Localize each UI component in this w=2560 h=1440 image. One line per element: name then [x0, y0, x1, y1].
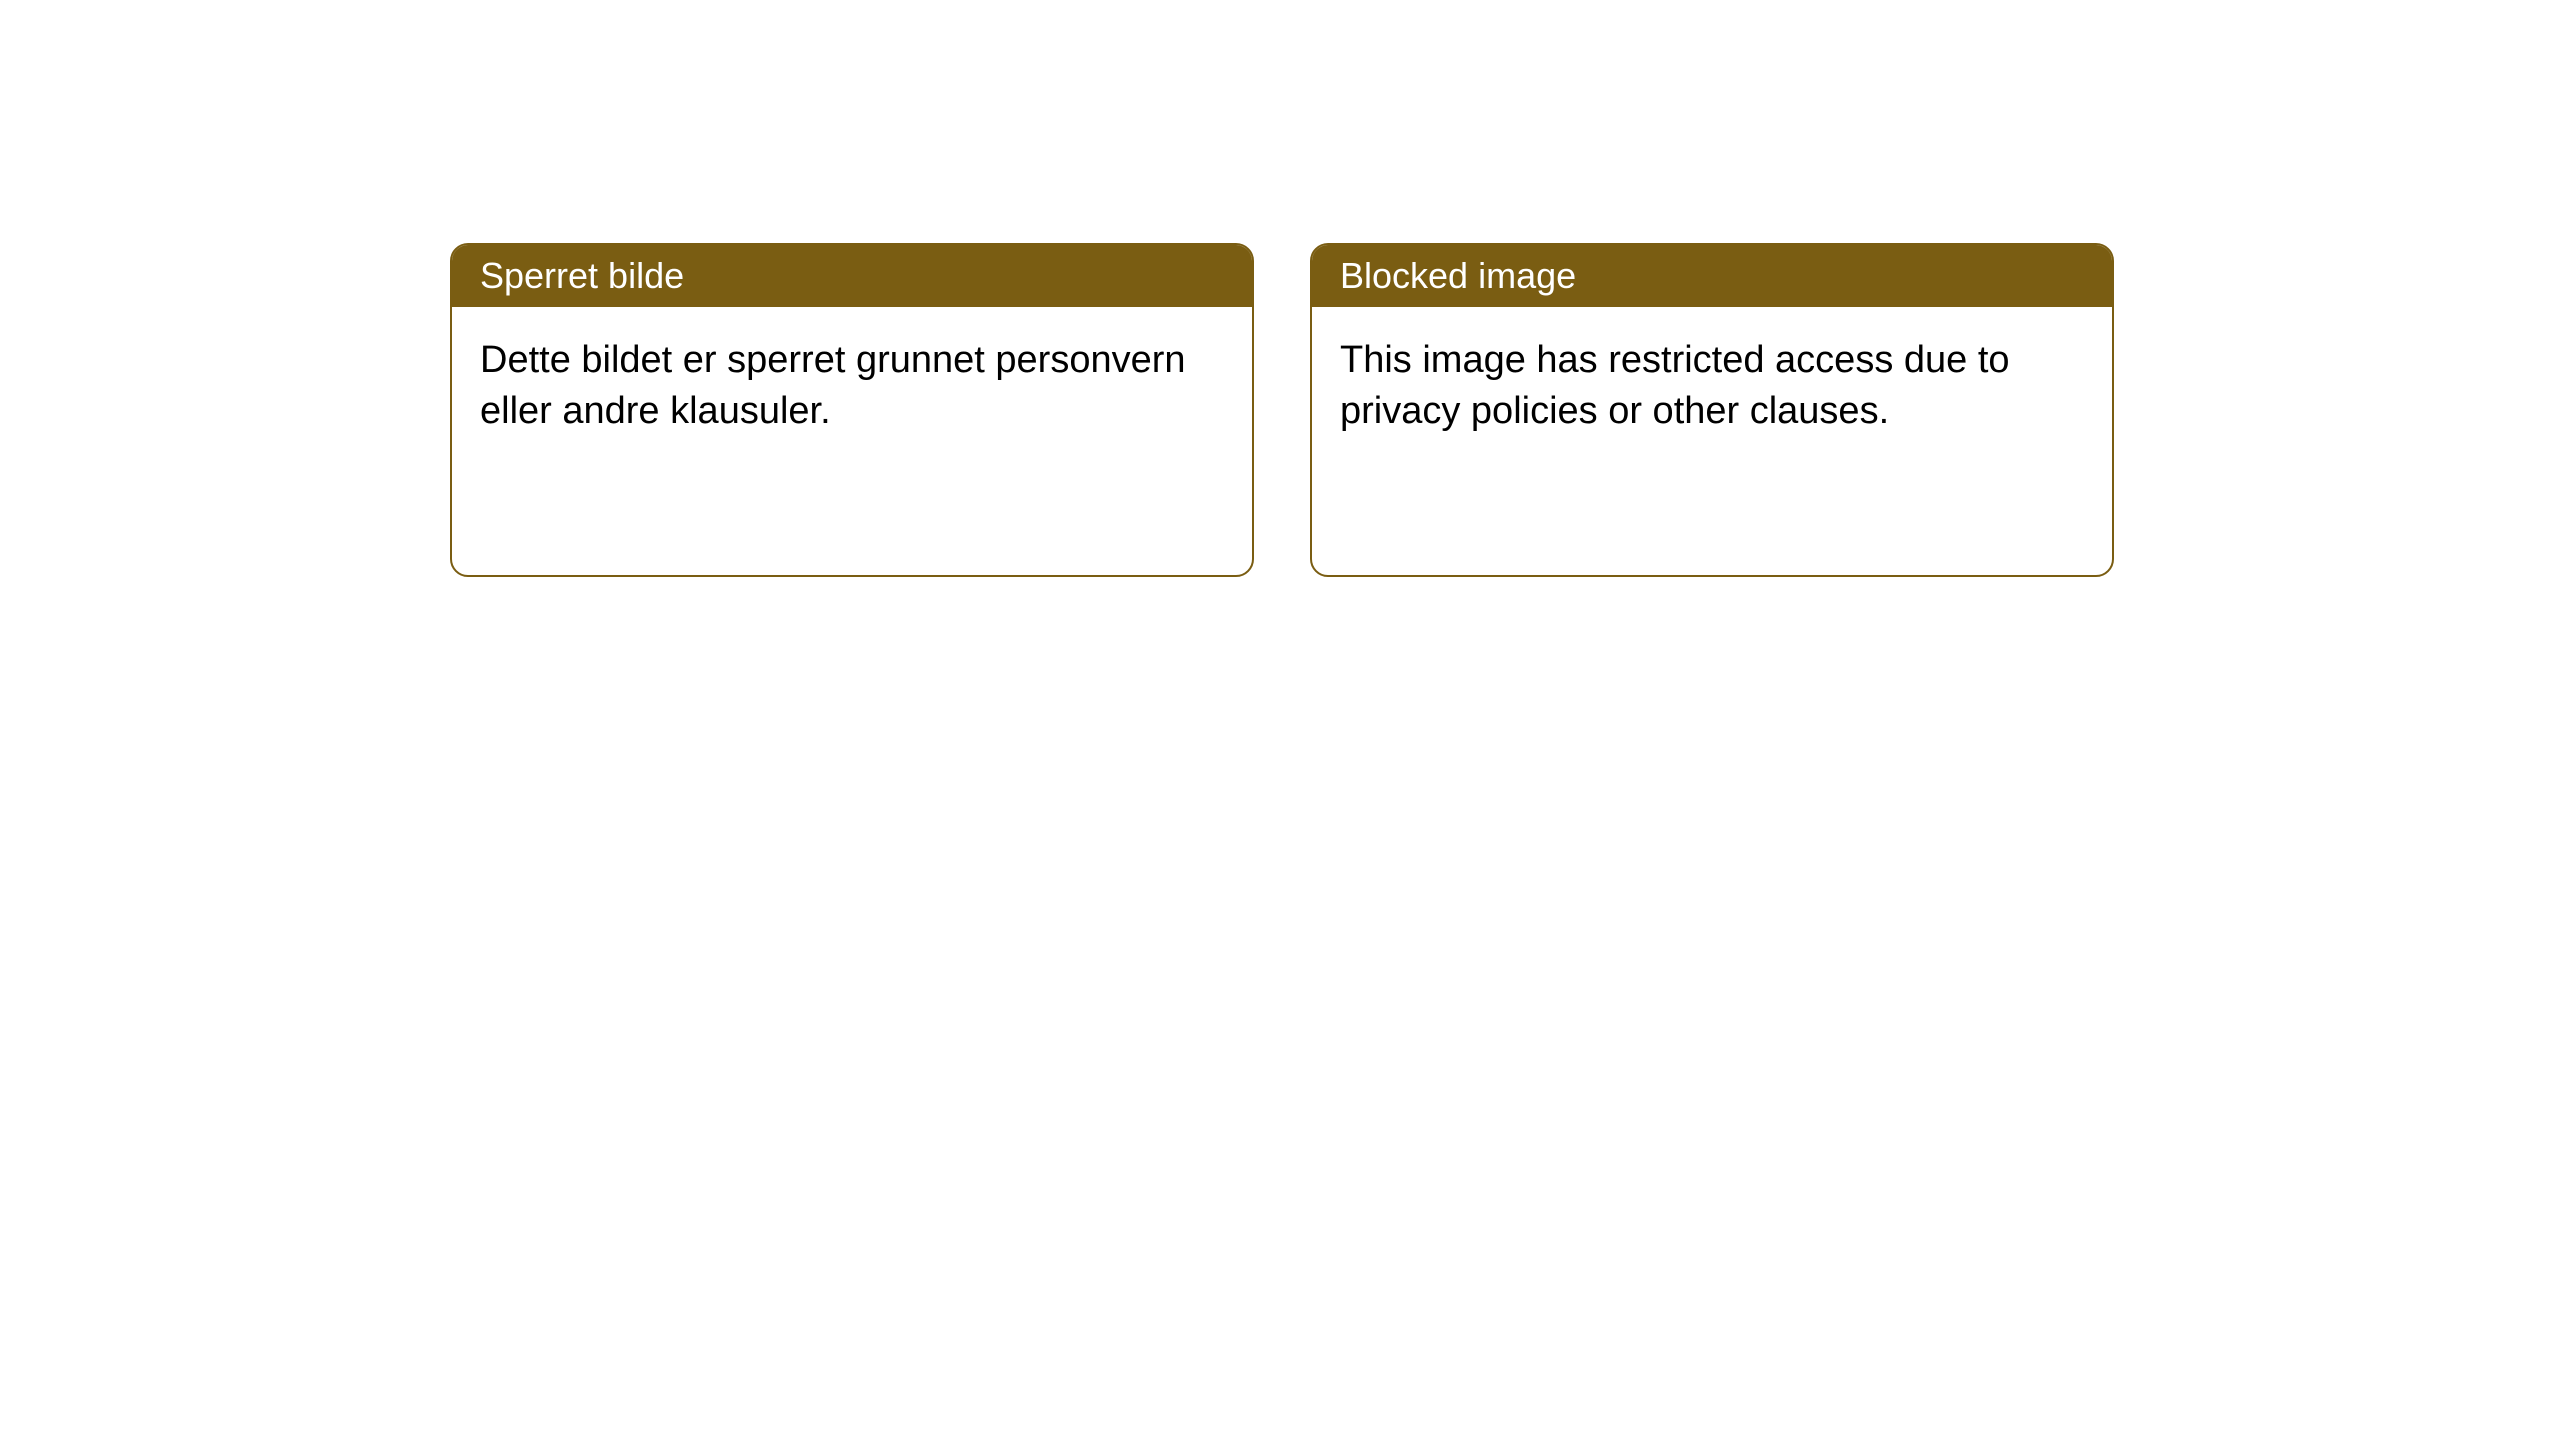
panel-title-no: Sperret bilde	[452, 245, 1252, 307]
notice-panels-container: Sperret bilde Dette bildet er sperret gr…	[450, 243, 2114, 577]
panel-body-en: This image has restricted access due to …	[1312, 307, 2112, 466]
blocked-image-panel-no: Sperret bilde Dette bildet er sperret gr…	[450, 243, 1254, 577]
panel-title-en: Blocked image	[1312, 245, 2112, 307]
panel-body-no: Dette bildet er sperret grunnet personve…	[452, 307, 1252, 466]
blocked-image-panel-en: Blocked image This image has restricted …	[1310, 243, 2114, 577]
